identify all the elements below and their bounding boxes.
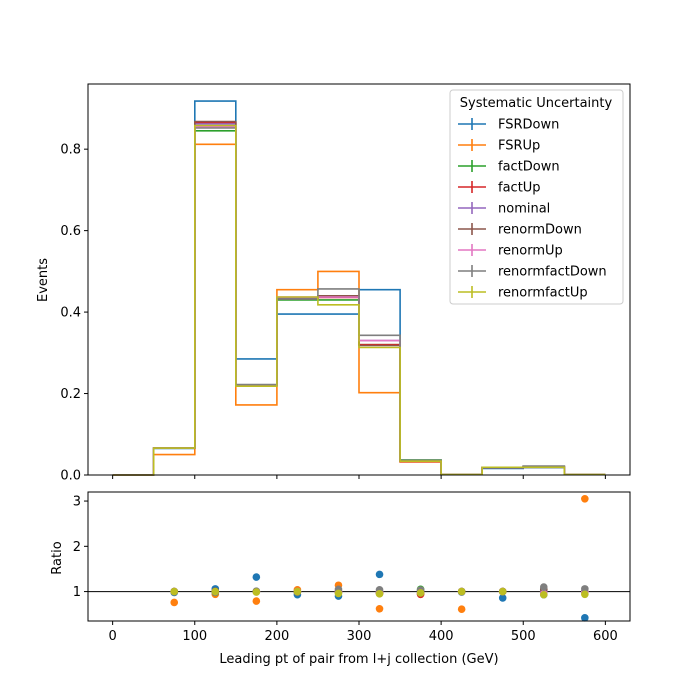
ratio-point-renormfactUp (498, 587, 507, 596)
ratio-point-FSRDown (252, 573, 261, 581)
events-y-tick-label: 0.6 (60, 224, 81, 239)
legend-label-FSRUp: FSRUp (498, 139, 540, 154)
legend-box (449, 89, 624, 305)
ratio-point-FSRUp (375, 604, 384, 613)
legend-label-renormfactDown: renormfactDown (498, 265, 607, 280)
legend-label-nominal: nominal (498, 202, 550, 217)
legend: Systematic Uncertainty FSRDown FSRUp factD… (449, 89, 624, 305)
legend-entry-nominal: nominal (458, 202, 550, 217)
ratio-point-FSRUp (581, 494, 589, 503)
events-y-ticks: 0.0 0.2 0.4 0.6 0.8 (60, 143, 88, 484)
events-y-tick-label: 0.2 (60, 387, 81, 402)
ratio-point-FSRUp (457, 605, 466, 614)
ratio-point-renormfactUp (539, 590, 548, 599)
ratio-point-FSRDown (375, 570, 384, 579)
ratio-point-FSRDown (498, 594, 507, 602)
legend-label-renormUp: renormUp (498, 244, 563, 259)
legend-label-FSRDown: FSRDown (498, 118, 559, 133)
ratio-point-renormfactUp (293, 587, 302, 596)
ratio-point-renormfactUp (581, 590, 589, 599)
events-y-tick-label: 0.4 (60, 306, 81, 321)
legend-label-renormDown: renormDown (498, 223, 582, 238)
ratio-y-ticks: 1 2 3 (73, 495, 88, 600)
histogram-renormfactUp (112, 124, 606, 476)
legend-label-renormfactUp: renormfactUp (498, 286, 588, 301)
ratio-point-renormfactDown (539, 583, 548, 591)
x-tick-label: 500 (511, 629, 536, 644)
ratio-point-renormfactUp (334, 589, 343, 598)
ratio-point-renormfactUp (416, 589, 425, 597)
legend-entries: FSRDown FSRUp factDown factUp nominal renormD… (458, 118, 607, 301)
ratio-y-tick-label: 2 (73, 540, 81, 555)
x-axis-label: Leading pt of pair from l+j collection (… (219, 652, 498, 667)
ratio-y-tick-label: 1 (73, 585, 81, 600)
events-y-tick-label: 0.0 (60, 469, 81, 484)
legend-entry-factUp: factUp (458, 181, 541, 196)
ratio-point-renormfactUp (211, 587, 220, 596)
x-tick-label: 0 (108, 629, 116, 644)
ratio-point-renormfactUp (457, 587, 466, 596)
ratio-point-renormfactUp (375, 590, 384, 598)
ratio-points (170, 494, 589, 622)
legend-entry-renormfactUp: renormfactUp (458, 286, 588, 301)
events-y-tick-label: 0.8 (60, 143, 81, 158)
ratio-point-renormfactDown (581, 585, 589, 593)
legend-entry-renormUp: renormUp (458, 244, 563, 259)
ratio-y-tick-label: 3 (73, 495, 81, 510)
events-x-ticks (112, 475, 606, 479)
legend-entry-renormDown: renormDown (458, 223, 582, 238)
ratio-panel: 1 2 3 0 100 200 300 400 500 600 Ratio (50, 491, 631, 644)
ratio-point-FSRUp (252, 597, 261, 605)
x-tick-label: 600 (593, 629, 618, 644)
ratio-y-axis-label: Ratio (50, 541, 65, 574)
events-histograms (112, 100, 606, 476)
x-tick-label: 400 (429, 629, 454, 644)
x-tick-label: 200 (264, 629, 289, 644)
legend-entry-renormfactDown: renormfactDown (458, 265, 607, 280)
legend-label-factDown: factDown (498, 160, 560, 175)
legend-entry-FSRDown: FSRDown (458, 118, 559, 133)
legend-entry-factDown: factDown (458, 160, 560, 175)
ratio-point-FSRDown (581, 614, 589, 622)
events-panel: 0.0 0.2 0.4 0.6 0.8 Events (36, 83, 631, 484)
events-y-axis-label: Events (36, 258, 51, 302)
legend-entry-FSRUp: FSRUp (458, 139, 540, 154)
ratio-point-renormfactUp (170, 587, 179, 596)
legend-label-factUp: factUp (498, 181, 541, 196)
legend-title: Systematic Uncertainty (460, 96, 613, 111)
x-tick-label: 300 (347, 629, 372, 644)
x-tick-label: 100 (182, 629, 207, 644)
ratio-point-renormfactUp (252, 588, 261, 596)
x-ticks: 0 100 200 300 400 500 600 (108, 621, 618, 644)
ratio-point-FSRUp (170, 598, 179, 607)
